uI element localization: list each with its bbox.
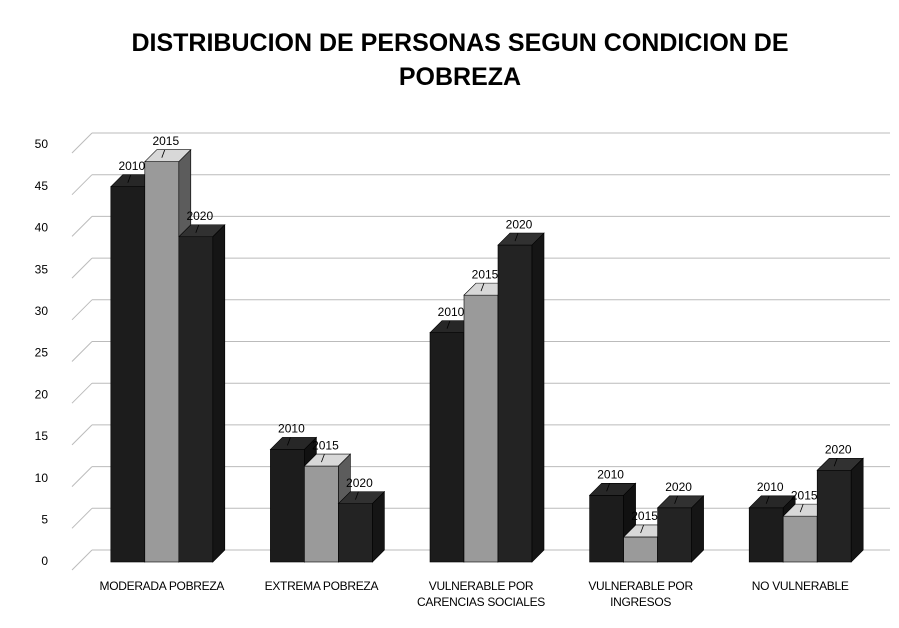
y-tick-label: 25 [35, 346, 49, 360]
x-tick-label: VULNERABLE POR CARENCIAS SOCIALES [417, 579, 545, 609]
data-label: 2015 [631, 509, 658, 523]
data-label: 2010 [597, 467, 624, 481]
grid-line-side [71, 174, 93, 196]
bar [144, 161, 180, 563]
data-label-leader [765, 495, 770, 504]
data-label: 2015 [152, 134, 179, 148]
bar-side [850, 457, 864, 563]
grid-line-side [71, 257, 93, 279]
bar-side [691, 495, 704, 563]
data-label-leader [355, 491, 359, 500]
data-label-leader [287, 437, 291, 446]
bar-side [212, 224, 226, 563]
data-label: 2015 [791, 488, 818, 502]
data-label-leader [127, 174, 132, 183]
data-label-leader [195, 224, 200, 233]
bar-side [372, 490, 385, 563]
bar [338, 503, 373, 563]
data-label-leader [674, 495, 678, 504]
bar [589, 494, 624, 563]
data-label: 2010 [438, 305, 465, 319]
bar [816, 469, 852, 563]
bar [110, 186, 146, 563]
data-label: 2020 [506, 217, 533, 231]
data-label: 2015 [312, 438, 339, 452]
grid-line-side [71, 424, 93, 446]
data-label-leader [321, 453, 325, 463]
data-label-leader [606, 483, 610, 492]
grid-line-side [71, 549, 93, 571]
data-label-leader [833, 458, 838, 467]
data-label: 2010 [757, 480, 784, 494]
grid-line-side [71, 507, 93, 529]
data-label-leader [480, 282, 485, 292]
y-tick-label: 0 [41, 554, 48, 568]
grid-line-side [71, 132, 93, 154]
bar [270, 449, 305, 563]
bar [429, 332, 465, 563]
data-label: 2010 [278, 422, 305, 436]
bar [657, 507, 692, 563]
y-tick-label: 30 [35, 304, 49, 318]
data-label-leader [799, 503, 804, 513]
x-tick-label: VULNERABLE POR INGRESOS [588, 579, 693, 609]
data-label-leader [446, 320, 451, 329]
y-tick-label: 45 [35, 179, 49, 193]
data-label-leader [514, 232, 519, 242]
bar [782, 515, 818, 563]
bar [623, 536, 658, 563]
bar [463, 294, 499, 563]
data-label: 2020 [346, 476, 373, 490]
y-tick-label: 50 [35, 137, 49, 151]
data-label: 2020 [825, 442, 852, 456]
bar [497, 244, 533, 563]
x-tick-label: NO VULNERABLE [751, 579, 849, 593]
bar [748, 507, 784, 563]
y-tick-label: 20 [35, 387, 49, 401]
data-label-leader [640, 524, 644, 534]
x-tick-label: EXTREMA POBREZA [264, 579, 379, 593]
y-tick-label: 5 [41, 512, 48, 526]
bar [178, 236, 214, 563]
grid-line-side [71, 382, 93, 404]
y-tick-label: 15 [35, 429, 49, 443]
y-tick-label: 10 [35, 471, 49, 485]
data-label-leader [161, 149, 166, 158]
grid-line-side [71, 466, 93, 487]
data-label: 2015 [472, 267, 499, 281]
data-label: 2020 [186, 209, 213, 223]
grid-line-side [71, 216, 93, 237]
data-label: 2020 [665, 480, 692, 494]
grid-line-side [71, 299, 93, 321]
bar-side [531, 232, 545, 563]
y-tick-label: 40 [35, 221, 49, 235]
bar [304, 465, 339, 563]
grid-line-side [71, 341, 93, 362]
x-tick-label: MODERADA POBREZA [99, 579, 225, 593]
chart-title: DISTRIBUCION DE PERSONAS SEGUN CONDICION… [131, 29, 789, 91]
y-tick-label: 35 [35, 262, 49, 276]
data-label: 2010 [118, 159, 145, 173]
